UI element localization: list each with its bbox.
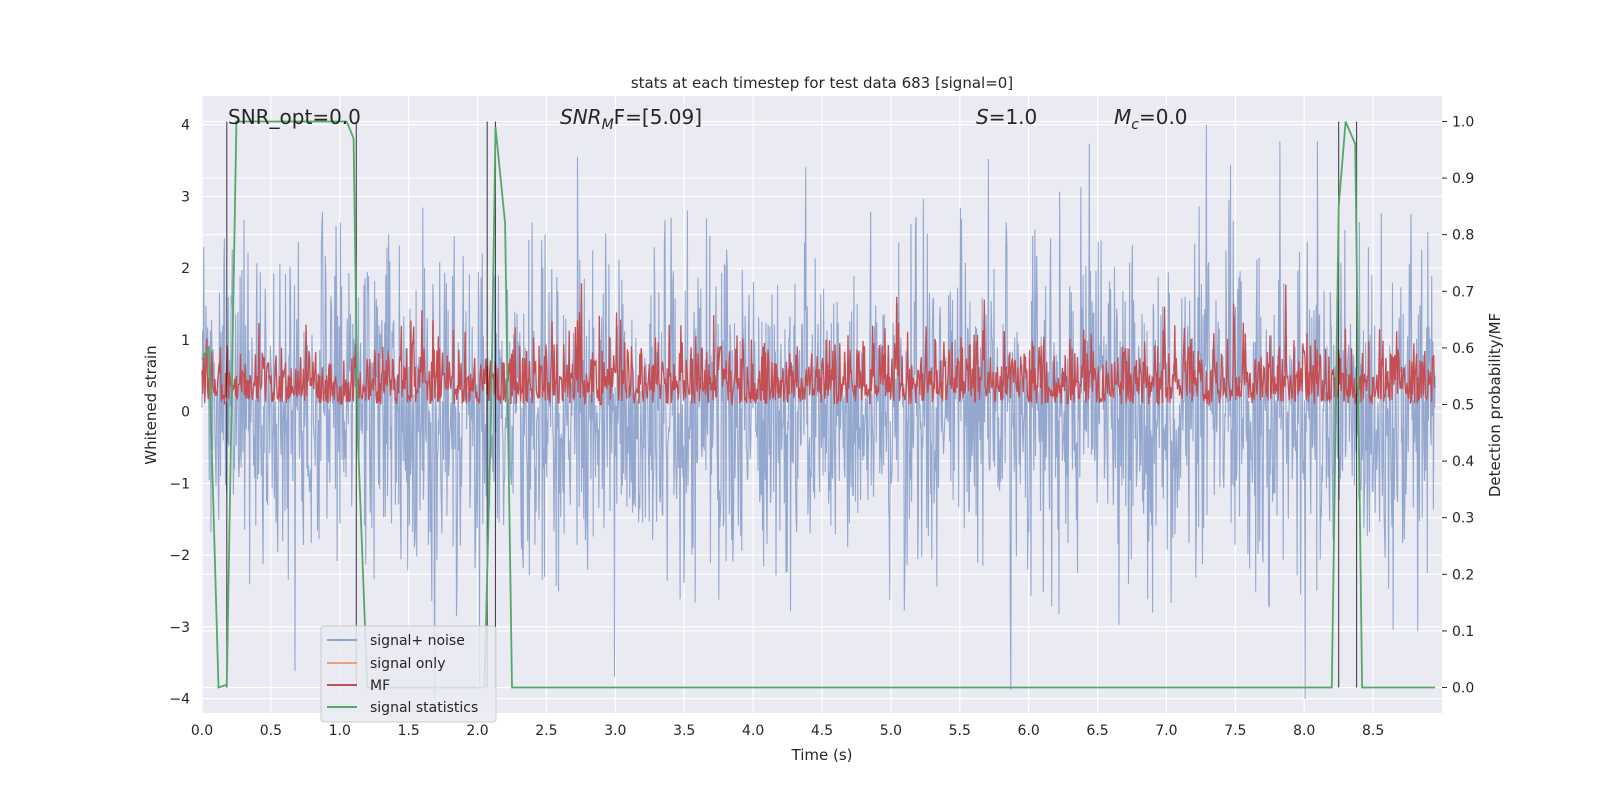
annotation-mc-value: =0.0 [1139,105,1188,129]
x-tick-label: 4.0 [742,723,764,739]
annotation-mc: Mc=0.0 [1114,105,1188,133]
legend-box [320,625,497,723]
y2-tick-label: 0.6 [1452,341,1474,357]
x-tick-label: 0.5 [260,723,282,739]
x-tick-label: 2.0 [466,723,488,739]
x-axis-label: Time (s) [791,746,853,764]
y2-tick-label: 0.1 [1452,624,1474,640]
x-tick-label: 7.5 [1224,723,1246,739]
y-tick-label: −1 [169,476,190,492]
annotation-mc-base: M [1114,105,1131,129]
legend-label-signal-noise: signal+ noise [370,633,465,649]
y-tick-label: 2 [181,261,190,277]
annotation-s-value: =1.0 [989,105,1038,129]
x-tick-label: 8.0 [1293,723,1315,739]
y-tick-label: 0 [181,405,190,421]
y-tick-label: −3 [169,620,190,636]
y-tick-label: 1 [181,333,190,349]
legend-label-mf: MF [370,678,390,694]
y2-tick-label: 0.7 [1452,284,1474,300]
y2-tick-label: 0.2 [1452,567,1474,583]
series-mf [201,283,1436,407]
x-tick-label: 5.0 [880,723,902,739]
y2-tick-label: 0.4 [1452,454,1474,470]
y-axis-label: Whitened strain [142,345,160,464]
chart-title: stats at each timestep for test data 683… [631,74,1013,92]
annotation-snr-mf-rest: F=[5.09] [614,105,702,129]
annotation-mc-sub: c [1131,117,1139,133]
x-tick-label: 3.0 [604,723,626,739]
x-tick-label: 5.5 [949,723,971,739]
x-tick-label: 3.5 [673,723,695,739]
x-tick-label: 1.5 [398,723,420,739]
annotation-snr-mf-sub: M [602,117,614,133]
x-tick-label: 2.5 [535,723,557,739]
y2-tick-label: 0.9 [1452,171,1474,187]
legend-label-signal-only: signal only [370,656,445,672]
annotation-s: S=1.0 [976,105,1037,129]
legend-label-signal-statistics: signal statistics [370,700,478,716]
y2-tick-label: 1.0 [1452,114,1474,130]
y-tick-labels: 4 3 2 1 0 −1 −2 −3 −4 [169,118,190,708]
annotation-s-label: S [976,105,989,129]
y2-tick-label: 0.5 [1452,398,1474,414]
y-tick-label: −2 [169,548,190,564]
series-signal-statistics [201,120,1436,689]
annotation-snr-mf-base: SNR [560,105,602,129]
y-tick-label: 3 [181,189,190,205]
x-tick-label: 7.0 [1155,723,1177,739]
legend: signal+ noise signal only MF signal stat… [320,625,497,723]
series-layer [201,120,1436,699]
y2-axis-label: Detection probability/MF [1486,313,1504,497]
x-tick-label: 6.0 [1018,723,1040,739]
x-tick-label: 6.5 [1086,723,1108,739]
annotation-snr-opt: SNR_opt=0.0 [228,105,361,129]
y2-tick-label: 0.0 [1452,681,1474,697]
y-tick-label: 4 [181,118,190,134]
x-tick-label: 1.0 [329,723,351,739]
x-tick-label: 8.5 [1362,723,1384,739]
x-tick-label: 4.5 [811,723,833,739]
y-tick-label: −4 [169,692,190,708]
y2-tick-label: 0.8 [1452,228,1474,244]
x-tick-label: 0.0 [191,723,213,739]
y2-tick-labels: 1.0 0.9 0.8 0.7 0.6 0.5 0.4 0.3 0.2 0.1 0.0 [1442,114,1474,697]
y2-tick-label: 0.3 [1452,511,1474,527]
annotation-snr-mf: SNRMF=[5.09] [560,105,702,133]
x-tick-labels: 0.0 0.5 1.0 1.5 2.0 2.5 3.0 3.5 4.0 4.5 5.0 5.5 6.0 6… [191,723,1384,739]
